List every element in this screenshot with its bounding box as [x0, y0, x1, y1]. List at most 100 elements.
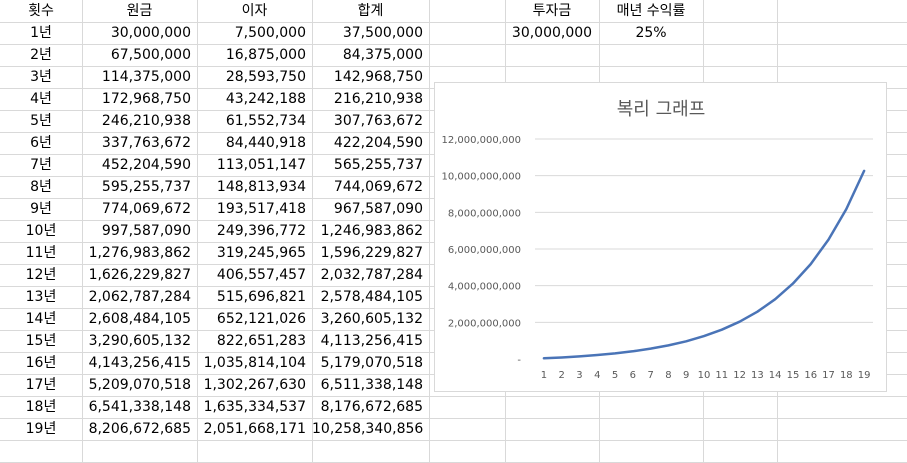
- principal-cell[interactable]: 337,763,672: [82, 132, 197, 154]
- interest-cell[interactable]: 1,035,814,104: [197, 352, 312, 374]
- year-cell[interactable]: 18년: [0, 396, 82, 418]
- interest-cell[interactable]: 113,051,147: [197, 154, 312, 176]
- year-cell[interactable]: 8년: [0, 176, 82, 198]
- total-cell[interactable]: 1,246,983,862: [312, 220, 429, 242]
- principal-cell[interactable]: 30,000,000: [82, 22, 197, 44]
- interest-cell[interactable]: 148,813,934: [197, 176, 312, 198]
- total-cell[interactable]: 37,500,000: [312, 22, 429, 44]
- interest-cell[interactable]: 406,557,457: [197, 264, 312, 286]
- interest-cell[interactable]: 822,651,283: [197, 330, 312, 352]
- principal-cell[interactable]: 1,276,983,862: [82, 242, 197, 264]
- total-cell[interactable]: 422,204,590: [312, 132, 429, 154]
- principal-cell[interactable]: 774,069,672: [82, 198, 197, 220]
- principal-cell[interactable]: 2,608,484,105: [82, 308, 197, 330]
- interest-cell[interactable]: 1,635,334,537: [197, 396, 312, 418]
- total-cell[interactable]: 307,763,672: [312, 110, 429, 132]
- column-gridline: [429, 0, 430, 462]
- principal-cell[interactable]: 2,062,787,284: [82, 286, 197, 308]
- total-cell[interactable]: 10,258,340,856: [312, 418, 429, 440]
- interest-cell[interactable]: 28,593,750: [197, 66, 312, 88]
- total-cell[interactable]: 5,179,070,518: [312, 352, 429, 374]
- total-cell[interactable]: 2,578,484,105: [312, 286, 429, 308]
- y-tick-label: 6,000,000,000: [448, 245, 521, 256]
- x-tick-label: 15: [787, 370, 800, 381]
- interest-cell[interactable]: 2,051,668,171: [197, 418, 312, 440]
- principal-cell[interactable]: 4,143,256,415: [82, 352, 197, 374]
- principal-cell[interactable]: 1,626,229,827: [82, 264, 197, 286]
- interest-cell[interactable]: 7,500,000: [197, 22, 312, 44]
- chart-title: 복리 그래프: [617, 99, 706, 120]
- x-tick-label: 14: [769, 370, 782, 381]
- x-tick-label: 11: [715, 370, 728, 381]
- x-tick-label: 5: [612, 370, 618, 381]
- x-tick-label: 17: [822, 370, 835, 381]
- year-cell[interactable]: 4년: [0, 88, 82, 110]
- investment-value-cell[interactable]: 30,000,000: [505, 22, 599, 44]
- row-gridline: [0, 440, 907, 441]
- principal-cell[interactable]: 452,204,590: [82, 154, 197, 176]
- principal-cell[interactable]: 67,500,000: [82, 44, 197, 66]
- total-cell[interactable]: 744,069,672: [312, 176, 429, 198]
- principal-cell[interactable]: 3,290,605,132: [82, 330, 197, 352]
- header-annual-return-cell[interactable]: 매년 수익률: [599, 0, 703, 22]
- series-line: [544, 171, 864, 358]
- year-cell[interactable]: 15년: [0, 330, 82, 352]
- interest-cell[interactable]: 652,121,026: [197, 308, 312, 330]
- total-cell[interactable]: 1,596,229,827: [312, 242, 429, 264]
- total-cell[interactable]: 6,511,338,148: [312, 374, 429, 396]
- year-cell[interactable]: 1년: [0, 22, 82, 44]
- year-cell[interactable]: 16년: [0, 352, 82, 374]
- principal-cell[interactable]: 6,541,338,148: [82, 396, 197, 418]
- year-cell[interactable]: 12년: [0, 264, 82, 286]
- total-cell[interactable]: 3,260,605,132: [312, 308, 429, 330]
- interest-cell[interactable]: 249,396,772: [197, 220, 312, 242]
- total-cell[interactable]: 8,176,672,685: [312, 396, 429, 418]
- header-count-cell[interactable]: 횟수: [0, 0, 82, 22]
- principal-cell[interactable]: 246,210,938: [82, 110, 197, 132]
- principal-cell[interactable]: 5,209,070,518: [82, 374, 197, 396]
- interest-cell[interactable]: 1,302,267,630: [197, 374, 312, 396]
- year-cell[interactable]: 9년: [0, 198, 82, 220]
- header-total-cell[interactable]: 합계: [312, 0, 429, 22]
- total-cell[interactable]: 967,587,090: [312, 198, 429, 220]
- x-tick-label: 9: [683, 370, 689, 381]
- header-interest-cell[interactable]: 이자: [197, 0, 312, 22]
- total-cell[interactable]: 142,968,750: [312, 66, 429, 88]
- total-cell[interactable]: 216,210,938: [312, 88, 429, 110]
- year-cell[interactable]: 13년: [0, 286, 82, 308]
- total-cell[interactable]: 565,255,737: [312, 154, 429, 176]
- principal-cell[interactable]: 114,375,000: [82, 66, 197, 88]
- interest-cell[interactable]: 193,517,418: [197, 198, 312, 220]
- interest-cell[interactable]: 515,696,821: [197, 286, 312, 308]
- year-cell[interactable]: 10년: [0, 220, 82, 242]
- total-cell[interactable]: 84,375,000: [312, 44, 429, 66]
- header-principal-cell[interactable]: 원금: [82, 0, 197, 22]
- total-cell[interactable]: 2,032,787,284: [312, 264, 429, 286]
- year-cell[interactable]: 2년: [0, 44, 82, 66]
- principal-cell[interactable]: 595,255,737: [82, 176, 197, 198]
- interest-cell[interactable]: 84,440,918: [197, 132, 312, 154]
- y-tick-label: 10,000,000,000: [441, 172, 521, 183]
- year-cell[interactable]: 19년: [0, 418, 82, 440]
- year-cell[interactable]: 6년: [0, 132, 82, 154]
- header-investment-cell[interactable]: 투자금: [505, 0, 599, 22]
- principal-cell[interactable]: 172,968,750: [82, 88, 197, 110]
- year-cell[interactable]: 11년: [0, 242, 82, 264]
- interest-cell[interactable]: 43,242,188: [197, 88, 312, 110]
- interest-cell[interactable]: 61,552,734: [197, 110, 312, 132]
- year-cell[interactable]: 3년: [0, 66, 82, 88]
- total-cell[interactable]: 4,113,256,415: [312, 330, 429, 352]
- x-tick-label: 2: [558, 370, 564, 381]
- interest-cell[interactable]: 319,245,965: [197, 242, 312, 264]
- annual-return-value-cell[interactable]: 25%: [599, 22, 703, 44]
- y-tick-label: -: [517, 355, 521, 366]
- interest-cell[interactable]: 16,875,000: [197, 44, 312, 66]
- year-cell[interactable]: 5년: [0, 110, 82, 132]
- year-cell[interactable]: 17년: [0, 374, 82, 396]
- year-cell[interactable]: 14년: [0, 308, 82, 330]
- year-cell[interactable]: 7년: [0, 154, 82, 176]
- principal-cell[interactable]: 997,587,090: [82, 220, 197, 242]
- principal-cell[interactable]: 8,206,672,685: [82, 418, 197, 440]
- y-tick-label: 8,000,000,000: [448, 208, 521, 219]
